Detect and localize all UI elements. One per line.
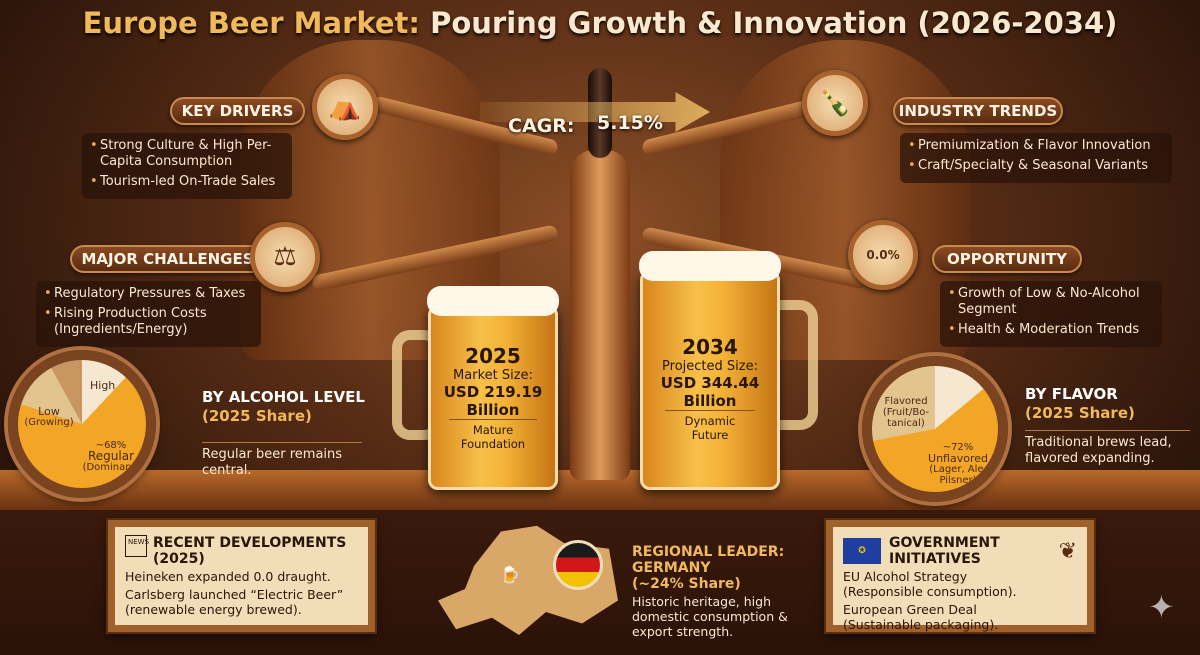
- beer-tap: [570, 150, 630, 480]
- regional-country: GERMANY: [632, 560, 711, 576]
- regional-title: REGIONAL LEADER:: [632, 544, 785, 560]
- list-item: Carlsberg launched “Electric Beer” (rene…: [125, 587, 344, 617]
- title: Europe Beer Market: Pouring Growth & Inn…: [0, 6, 1200, 40]
- beer-bottle-fruit-icon: 🍾: [802, 70, 868, 136]
- segment-name: Flavored: [884, 396, 928, 407]
- list-item: Rising Production Costs (Ingredients/Ene…: [44, 306, 253, 338]
- leaf-icon: ❦: [1058, 538, 1077, 564]
- list-item: Health & Moderation Trends: [948, 322, 1154, 338]
- flavor-desc: Traditional brews lead, flavored expandi…: [1025, 430, 1190, 467]
- mug-2034-year: 2034: [682, 335, 738, 359]
- key-drivers-list: Strong Culture & High Per-Capita Consump…: [82, 133, 292, 199]
- recent-developments-board: NEWS RECENT DEVELOPMENTS (2025) Heineken …: [108, 520, 375, 632]
- mug-2034-label: Projected Size:: [662, 359, 758, 374]
- government-initiatives-board: ✪ GOVERNMENT INITIATIVES ❦ EU Alcohol St…: [826, 520, 1094, 632]
- mug-2025-label: Market Size:: [453, 368, 533, 383]
- title-text: RECENT DEVELOPMENTS: [153, 535, 347, 551]
- industry-trends-list: Premiumization & Flavor Innovation Craft…: [900, 133, 1172, 183]
- pie-label-unflavored: ~72% Unflavored (Lager, Ale, Pilsner): [926, 442, 990, 486]
- opportunity-list: Growth of Low & No-Alcohol Segment Healt…: [940, 281, 1162, 347]
- pie-label-high: High: [90, 379, 116, 392]
- list-item: Tourism-led On-Trade Sales: [90, 174, 284, 190]
- section-title: BY ALCOHOL LEVEL: [202, 388, 365, 406]
- zero-alcohol-bottle-icon: 0.0%: [848, 220, 918, 290]
- mug-2025-value: USD 219.19: [443, 383, 543, 401]
- pie-label-low: Low (Growing): [24, 406, 74, 428]
- mug-2034-value: USD 344.44: [660, 374, 760, 392]
- mug-2025-note: Mature Foundation: [460, 423, 526, 451]
- board-title: RECENT DEVELOPMENTS (2025): [153, 535, 346, 567]
- segment-note: (Dominant): [82, 462, 140, 473]
- title-rest: Pouring Growth & Innovation (2026-2034): [420, 6, 1118, 40]
- alcohol-level-title: BY ALCOHOL LEVEL (2025 Share): [202, 388, 372, 426]
- alcohol-level-desc: Regular beer remains central.: [202, 442, 362, 479]
- festival-crowd-icon: ⛺: [312, 74, 378, 140]
- segment-name: Low: [38, 405, 60, 418]
- list-item: Growth of Low & No-Alcohol Segment: [948, 286, 1154, 318]
- segment-pct: ~68%: [95, 440, 127, 451]
- pie-label-flavored: Flavored (Fruit/Bo-tanical): [880, 396, 932, 429]
- flavor-pie: Flavored (Fruit/Bo-tanical) ~72% Unflavore…: [862, 356, 1008, 502]
- cagr-value: 5.15%: [597, 112, 663, 134]
- alcohol-level-pie: High Low (Growing) ~68% Regular (Dominant): [8, 350, 156, 498]
- flavor-title: BY FLAVOR (2025 Share): [1025, 385, 1195, 423]
- beer-foam: [427, 286, 559, 316]
- mug-2025: 2025 Market Size: USD 219.19 Billion Mat…: [427, 286, 559, 490]
- mug-2034-unit: Billion: [665, 392, 755, 411]
- segment-note: (Growing): [24, 417, 74, 428]
- title-year: (2025): [153, 551, 205, 567]
- newspaper-icon: NEWS: [125, 535, 149, 557]
- list-item: Regulatory Pressures & Taxes: [44, 286, 253, 302]
- list-item: Premiumization & Flavor Innovation: [908, 138, 1164, 154]
- germany-flag-icon: [553, 540, 603, 590]
- eu-flag-icon: ✪: [843, 538, 881, 564]
- segment-note: (Lager, Ale, Pilsner): [929, 464, 987, 486]
- beer-mug-marker-icon: 🍺: [500, 565, 520, 584]
- pie-label-regular: ~68% Regular (Dominant): [80, 440, 142, 473]
- board-title: GOVERNMENT INITIATIVES: [889, 535, 1000, 567]
- board-header: ✪ GOVERNMENT INITIATIVES ❦: [843, 535, 1077, 567]
- major-challenges-list: Regulatory Pressures & Taxes Rising Prod…: [36, 281, 261, 347]
- list-item: Heineken expanded 0.0 draught.: [125, 569, 331, 584]
- list-item: EU Alcohol Strategy (Responsible consump…: [843, 569, 1017, 599]
- section-title: BY FLAVOR: [1025, 385, 1118, 403]
- regional-share: (~24% Share): [632, 576, 741, 592]
- title-highlight: Europe Beer Market:: [82, 6, 421, 40]
- key-drivers-label: KEY DRIVERS: [170, 97, 305, 125]
- mug-2025-year: 2025: [465, 344, 521, 368]
- segment-name: Regular: [87, 449, 135, 463]
- list-item: Craft/Specialty & Seasonal Variants: [908, 158, 1164, 174]
- list-item: European Green Deal (Sustainable packagi…: [843, 602, 999, 632]
- board-header: NEWS RECENT DEVELOPMENTS (2025): [125, 535, 358, 567]
- section-subtitle: (2025 Share): [202, 407, 312, 425]
- beer-foam: [639, 251, 781, 281]
- segment-pct: ~72%: [942, 442, 974, 453]
- regional-desc: Historic heritage, high domestic consump…: [632, 594, 788, 639]
- gavel-chart-icon: ⚖: [250, 222, 320, 292]
- section-subtitle: (2025 Share): [1025, 404, 1135, 422]
- cagr-label: CAGR:: [508, 115, 575, 137]
- industry-trends-label: INDUSTRY TRENDS: [893, 97, 1063, 125]
- opportunity-label: OPPORTUNITY: [932, 245, 1082, 273]
- major-challenges-label: MAJOR CHALLENGES: [70, 245, 265, 273]
- segment-note: (Fruit/Bo-tanical): [882, 407, 930, 429]
- regional-leader: REGIONAL LEADER: GERMANY (~24% Share) Hi…: [632, 544, 802, 639]
- mug-2034-note: Dynamic Future: [684, 414, 736, 442]
- sparkle-icon: ✦: [1148, 588, 1175, 626]
- mug-2025-unit: Billion: [449, 401, 537, 420]
- list-item: Strong Culture & High Per-Capita Consump…: [90, 138, 284, 170]
- mug-2034: 2034 Projected Size: USD 344.44 Billion …: [639, 251, 781, 490]
- segment-name: Unflavored: [928, 452, 988, 465]
